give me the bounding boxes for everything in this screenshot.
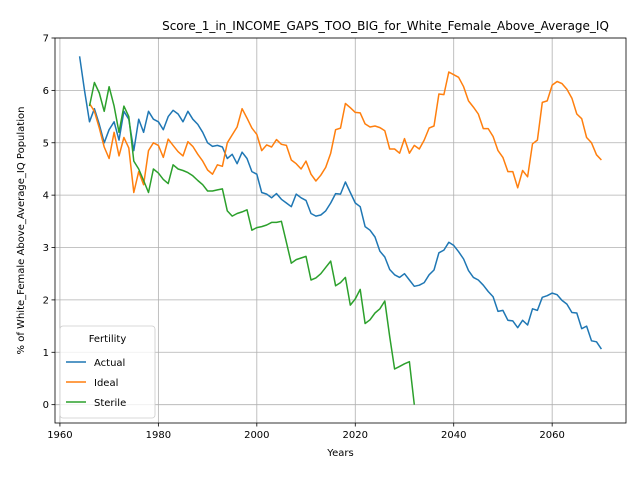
- x-tick-label: 1980: [146, 430, 171, 441]
- legend-label-sterile: Sterile: [94, 398, 126, 409]
- y-axis-label: % of White_Female Above_Average_IQ Popul…: [16, 107, 27, 355]
- y-tick-label: 0: [43, 400, 49, 411]
- legend-box: [59, 325, 156, 419]
- y-tick-label: 5: [43, 138, 49, 149]
- legend-title: Fertility: [89, 334, 127, 345]
- x-axis-ticks: 1960 1980 2000 2020 2040 2060: [47, 423, 565, 441]
- y-tick-label: 1: [43, 348, 49, 359]
- y-tick-label: 3: [43, 243, 49, 254]
- x-tick-label: 2040: [441, 430, 466, 441]
- legend: Fertility Actual Ideal Sterile: [59, 325, 156, 419]
- x-axis-label: Years: [326, 448, 353, 459]
- legend-label-actual: Actual: [94, 358, 125, 369]
- y-tick-label: 6: [43, 86, 49, 97]
- legend-label-ideal: Ideal: [94, 378, 118, 389]
- series-line-sterile: [88, 81, 416, 405]
- y-axis-ticks: 0 1 2 3 4 5 6 7: [43, 34, 55, 411]
- series-line-ideal: [88, 71, 602, 194]
- y-tick-label: 2: [43, 295, 49, 306]
- legend-entries: Actual Ideal Sterile: [66, 358, 126, 409]
- y-tick-label: 4: [43, 191, 49, 202]
- y-tick-label: 7: [43, 34, 49, 45]
- x-tick-label: 2060: [539, 430, 564, 441]
- x-tick-label: 1960: [47, 430, 72, 441]
- series-lines: [78, 56, 603, 405]
- chart-title: Score_1_in_INCOME_GAPS_TOO_BIG_for_White…: [162, 19, 609, 33]
- x-tick-label: 2000: [244, 430, 269, 441]
- x-tick-label: 2020: [343, 430, 368, 441]
- plot-frame: [54, 37, 627, 424]
- series-line-actual: [78, 56, 603, 350]
